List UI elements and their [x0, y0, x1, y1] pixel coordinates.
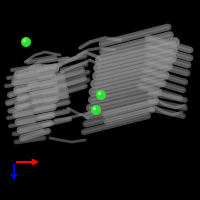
Circle shape	[23, 39, 26, 42]
Circle shape	[21, 37, 31, 47]
Circle shape	[98, 92, 101, 95]
Circle shape	[96, 90, 106, 100]
Circle shape	[91, 105, 101, 115]
Circle shape	[93, 107, 96, 110]
